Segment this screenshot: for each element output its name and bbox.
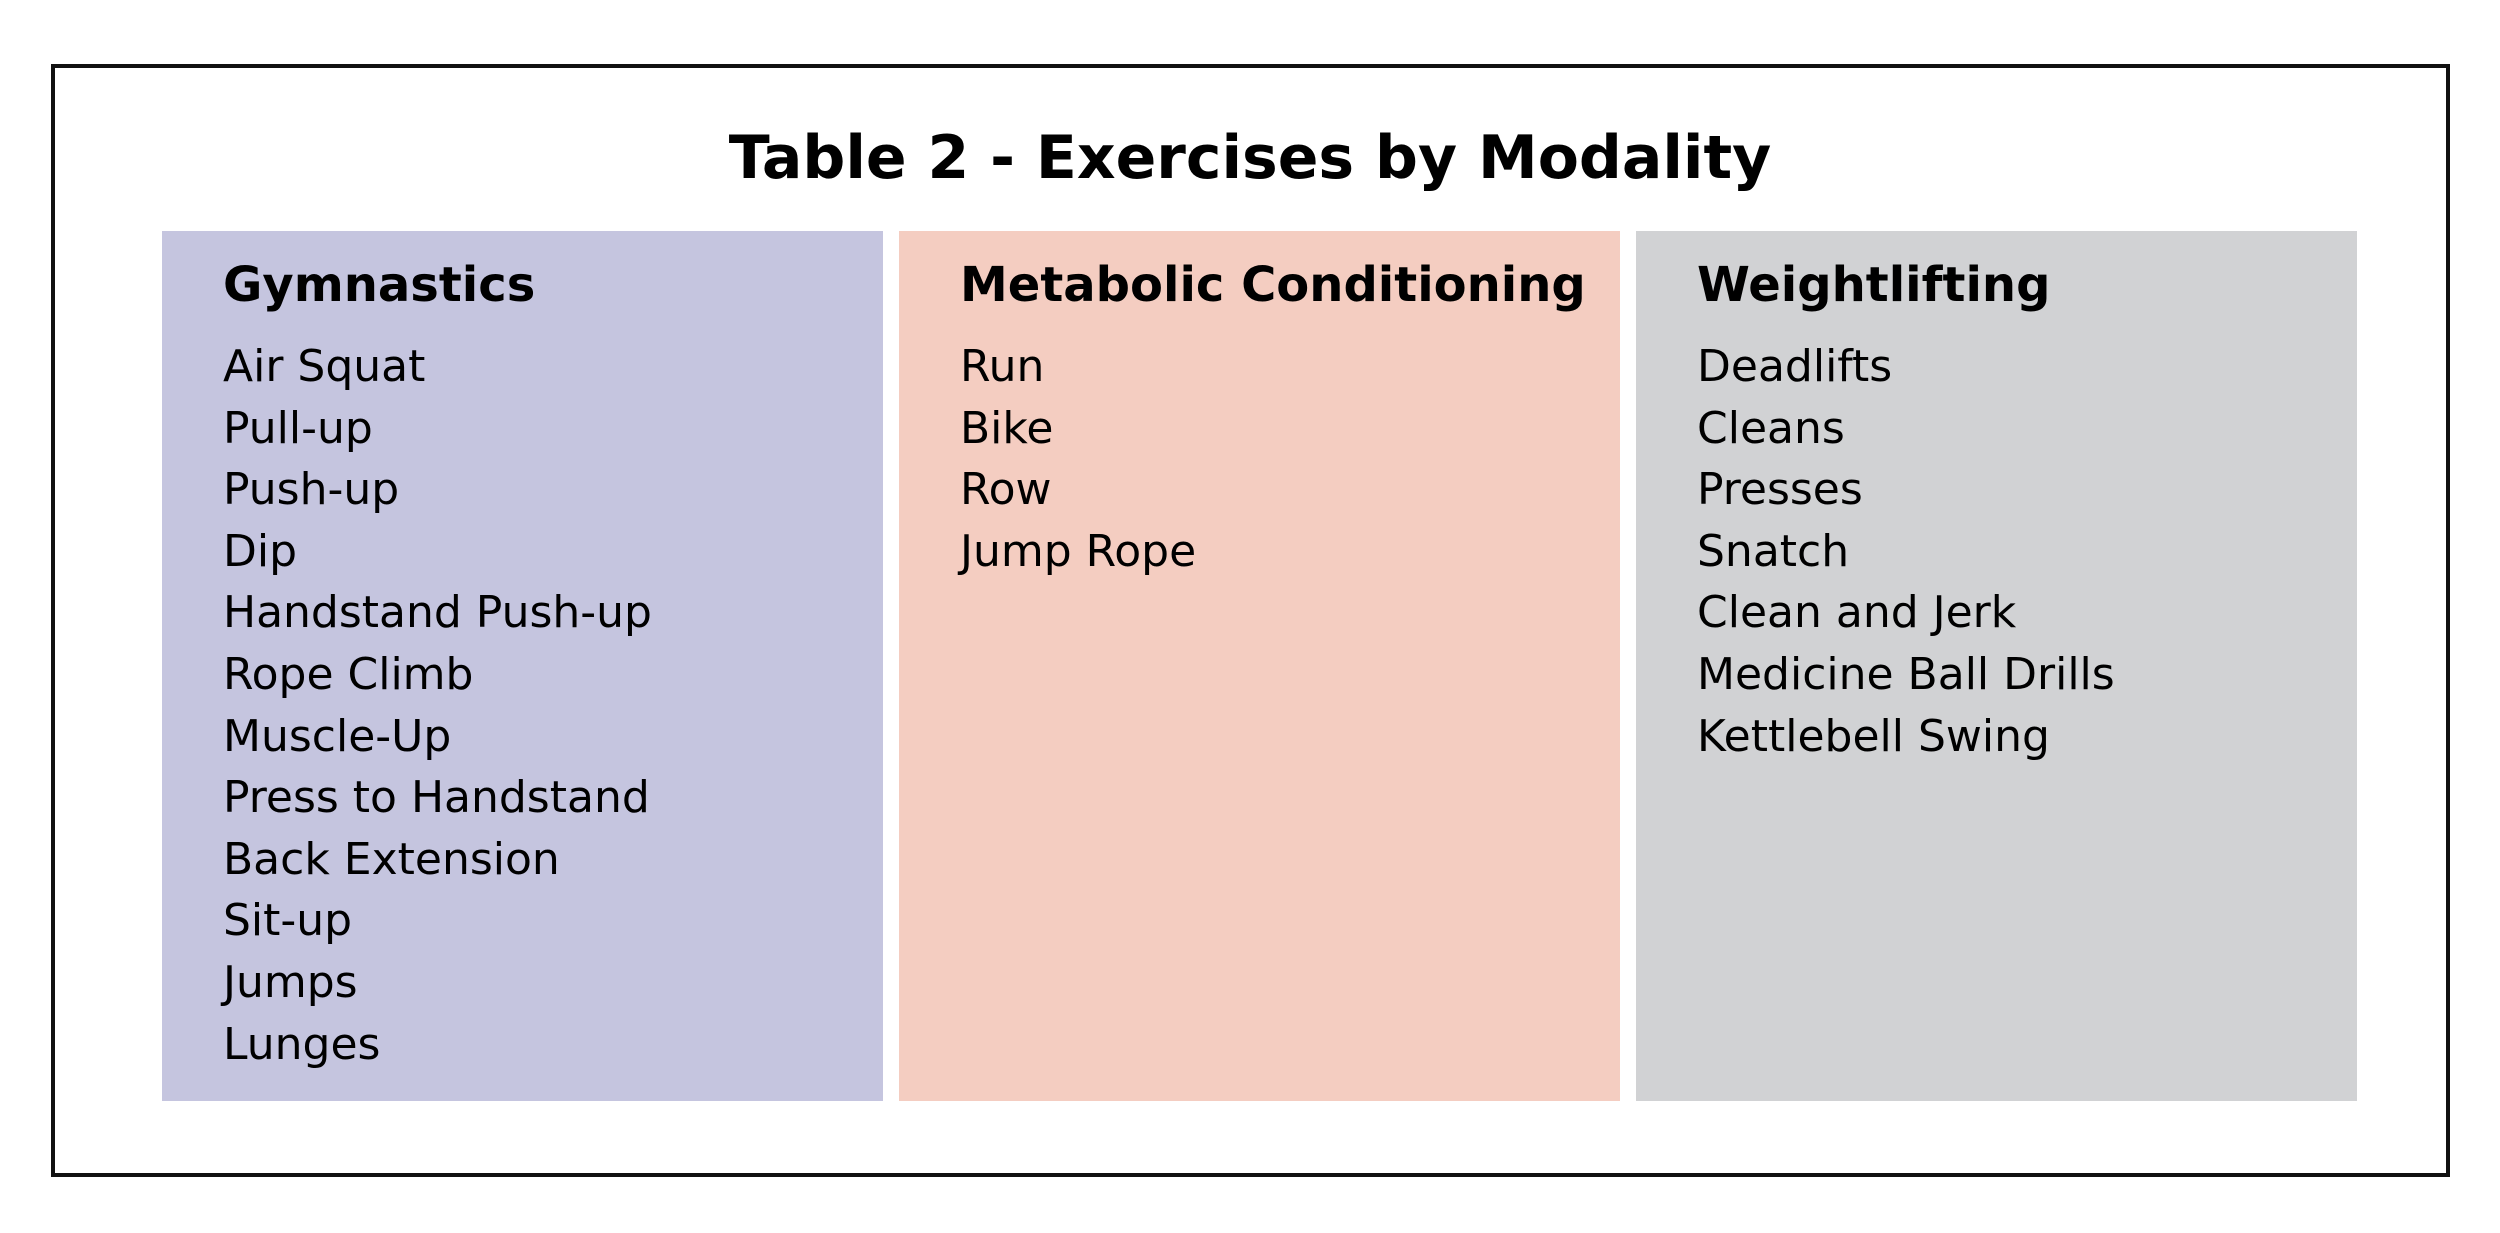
exercise-item: Handstand Push-up bbox=[223, 587, 652, 639]
exercise-item: Row bbox=[960, 464, 1052, 516]
column-weightlifting: Weightlifting Deadlifts Cleans Presses Snat… bbox=[1636, 231, 2357, 1101]
exercise-item: Press to Handstand bbox=[223, 772, 650, 824]
exercise-item: Jumps bbox=[223, 956, 358, 1008]
exercise-list: Run Bike Row Jump Rope bbox=[960, 336, 1196, 582]
exercise-item: Clean and Jerk bbox=[1697, 587, 2017, 639]
exercise-item: Bike bbox=[960, 402, 1054, 454]
column-heading: Metabolic Conditioning bbox=[960, 257, 1586, 313]
exercise-item: Push-up bbox=[223, 464, 400, 516]
column-heading: Gymnastics bbox=[223, 257, 536, 313]
exercise-item: Rope Climb bbox=[223, 648, 474, 700]
exercise-item: Medicine Ball Drills bbox=[1697, 648, 2115, 700]
exercise-item: Snatch bbox=[1697, 525, 1850, 577]
exercise-item: Deadlifts bbox=[1697, 341, 1893, 392]
exercise-list: Air Squat Pull-up Push-up Dip Handstand Push… bbox=[223, 336, 652, 1075]
column-gymnastics: Gymnastics Air Squat Pull-up Push-up Dip Han… bbox=[162, 231, 883, 1101]
exercise-list: Deadlifts Cleans Presses Snatch Clean and Je… bbox=[1697, 336, 2115, 767]
exercise-item: Back Extension bbox=[223, 833, 560, 885]
exercise-item: Kettlebell Swing bbox=[1697, 710, 2050, 762]
exercise-item: Lunges bbox=[223, 1018, 381, 1070]
exercise-item: Presses bbox=[1697, 464, 1863, 516]
column-metabolic-conditioning: Metabolic Conditioning Run Bike Row Jump Ro… bbox=[899, 231, 1620, 1101]
exercise-item: Jump Rope bbox=[960, 525, 1197, 577]
exercise-item: Muscle-Up bbox=[223, 710, 452, 762]
exercise-item: Cleans bbox=[1697, 402, 1845, 454]
exercise-item: Pull-up bbox=[223, 402, 373, 454]
exercise-item: Air Squat bbox=[223, 341, 426, 392]
exercise-item: Dip bbox=[223, 525, 298, 577]
exercise-item: Sit-up bbox=[223, 895, 353, 947]
table-title: Table 2 - Exercises by Modality bbox=[728, 123, 1772, 193]
exercise-item: Run bbox=[960, 341, 1045, 392]
column-heading: Weightlifting bbox=[1697, 257, 2051, 313]
